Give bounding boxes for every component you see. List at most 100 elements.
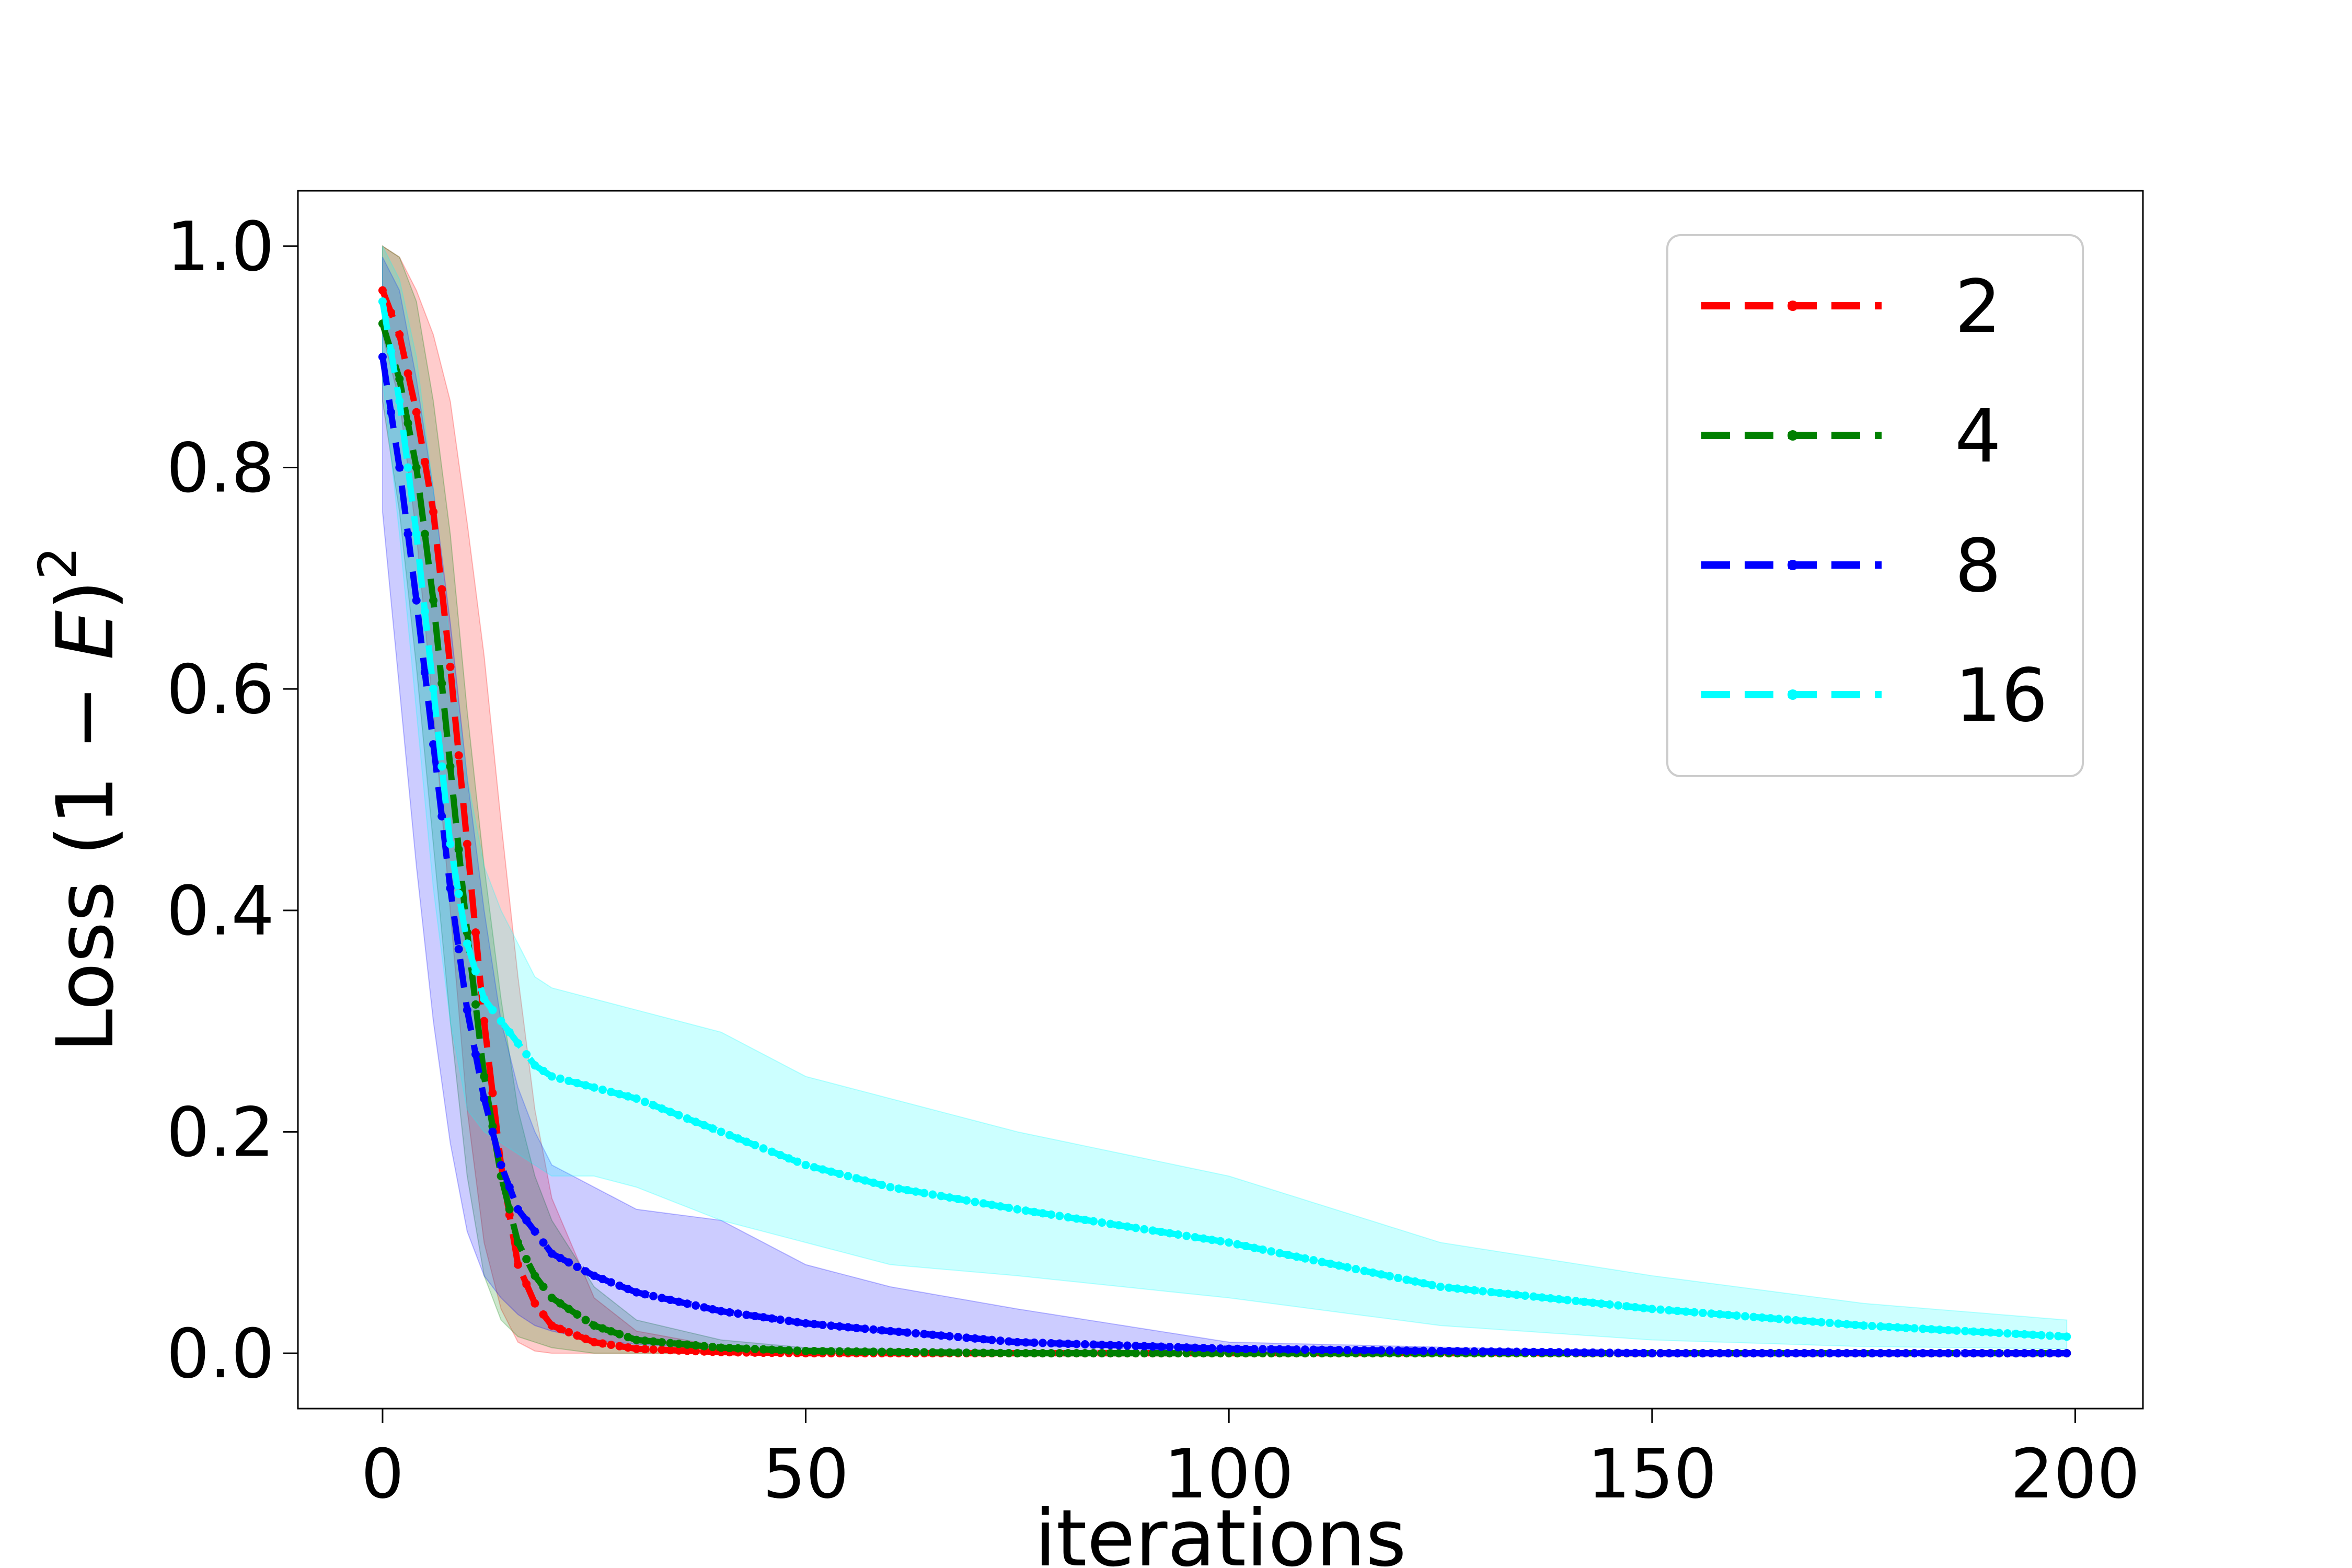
point-series-8 (1385, 1346, 1394, 1355)
point-series-16 (1631, 1302, 1640, 1311)
point-series-4 (514, 1238, 523, 1247)
point-series-8 (1334, 1345, 1343, 1354)
point-series-8 (1064, 1339, 1073, 1348)
point-series-16 (1732, 1311, 1741, 1320)
point-series-4 (793, 1346, 802, 1355)
y-tick-label: 0.0 (166, 1314, 274, 1393)
point-series-8 (996, 1336, 1005, 1345)
point-series-4 (429, 596, 438, 605)
point-series-16 (1114, 1221, 1123, 1230)
point-series-8 (395, 463, 404, 472)
point-series-8 (514, 1205, 523, 1214)
point-series-8 (556, 1253, 564, 1262)
point-series-16 (810, 1163, 818, 1172)
point-series-16 (1918, 1324, 1927, 1333)
point-series-8 (1402, 1346, 1411, 1355)
point-series-8 (1758, 1349, 1767, 1358)
point-series-8 (1309, 1345, 1318, 1354)
point-series-4 (827, 1347, 836, 1356)
point-series-4 (640, 1336, 649, 1345)
point-series-8 (1800, 1349, 1809, 1358)
point-series-16 (403, 463, 412, 472)
point-series-16 (539, 1066, 548, 1075)
point-series-8 (1893, 1349, 1902, 1358)
y-label-prefix: Loss (1 − (40, 660, 131, 1053)
point-series-8 (894, 1328, 903, 1336)
point-series-8 (1250, 1345, 1259, 1354)
point-series-8 (1572, 1348, 1581, 1357)
point-series-8 (1978, 1349, 1987, 1358)
point-series-8 (1360, 1346, 1369, 1355)
point-series-16 (1072, 1214, 1081, 1223)
point-series-8 (1267, 1345, 1276, 1354)
point-series-8 (1478, 1347, 1487, 1356)
point-series-8 (835, 1322, 844, 1331)
point-series-16 (937, 1192, 946, 1201)
point-series-16 (1665, 1306, 1674, 1315)
point-series-8 (1292, 1345, 1301, 1354)
point-series-16 (1132, 1224, 1140, 1232)
point-series-8 (1597, 1348, 1606, 1357)
point-series-8 (1436, 1346, 1445, 1355)
point-series-4 (691, 1341, 700, 1350)
point-series-8 (1952, 1349, 1961, 1358)
point-series-8 (632, 1288, 641, 1297)
point-series-16 (2028, 1330, 2037, 1339)
point-series-4 (1148, 1349, 1157, 1358)
point-series-16 (1191, 1233, 1200, 1242)
point-series-4 (658, 1338, 666, 1347)
point-series-16 (1098, 1218, 1106, 1227)
point-series-8 (1724, 1349, 1733, 1358)
point-series-8 (531, 1227, 539, 1236)
point-series-2 (691, 1347, 700, 1356)
point-series-4 (759, 1345, 768, 1354)
point-series-4 (962, 1348, 971, 1357)
point-series-4 (564, 1305, 573, 1313)
point-series-16 (429, 685, 438, 694)
point-series-8 (658, 1294, 666, 1302)
point-series-8 (962, 1333, 971, 1342)
point-series-8 (437, 812, 446, 821)
point-series-8 (869, 1325, 878, 1334)
point-series-4 (1047, 1349, 1056, 1358)
point-series-2 (581, 1334, 590, 1343)
point-series-8 (1098, 1340, 1106, 1349)
point-series-8 (937, 1331, 946, 1340)
point-series-8 (1681, 1349, 1690, 1358)
point-series-4 (878, 1347, 886, 1356)
point-series-8 (818, 1320, 827, 1329)
point-series-8 (1631, 1348, 1640, 1357)
point-series-8 (598, 1275, 607, 1284)
point-series-16 (1952, 1326, 1961, 1335)
point-series-16 (759, 1144, 768, 1153)
point-series-16 (912, 1187, 920, 1196)
y-label-suffix: ) (40, 580, 131, 610)
point-series-8 (860, 1324, 869, 1333)
point-series-8 (1106, 1341, 1115, 1350)
point-series-8 (886, 1327, 895, 1335)
point-series-8 (1614, 1348, 1623, 1357)
point-series-4 (412, 463, 421, 472)
point-series-8 (776, 1315, 785, 1324)
point-series-16 (1470, 1286, 1479, 1295)
point-series-16 (632, 1094, 641, 1103)
point-series-16 (1614, 1301, 1623, 1310)
point-series-4 (471, 1000, 480, 1009)
point-series-8 (1199, 1344, 1208, 1353)
point-series-16 (1411, 1277, 1420, 1286)
legend-label-4: 4 (1955, 394, 2001, 479)
legend-marker-16 (1788, 689, 1798, 700)
point-series-2 (547, 1321, 556, 1330)
point-series-2 (658, 1345, 666, 1354)
point-series-8 (928, 1330, 937, 1339)
point-series-8 (1749, 1349, 1758, 1358)
point-series-8 (1275, 1345, 1284, 1354)
point-series-16 (2012, 1330, 2021, 1339)
point-series-8 (1538, 1347, 1547, 1356)
point-series-8 (742, 1310, 751, 1319)
point-series-8 (954, 1333, 963, 1342)
point-series-16 (2037, 1331, 2046, 1340)
point-series-8 (683, 1299, 691, 1308)
point-series-8 (1174, 1343, 1183, 1352)
point-series-8 (1368, 1346, 1377, 1355)
